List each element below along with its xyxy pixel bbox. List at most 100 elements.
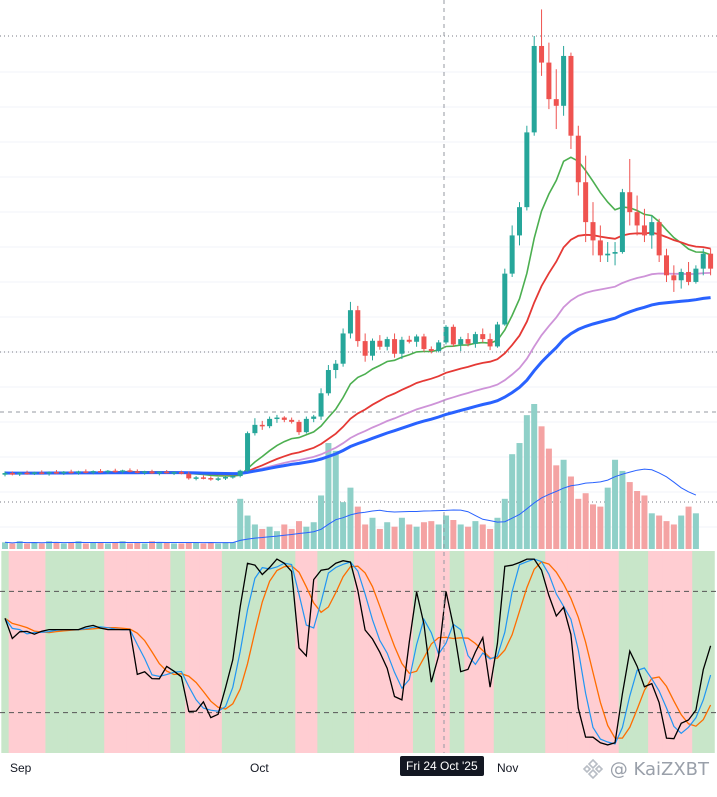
volume-bar [678,515,685,549]
candle-body [39,472,45,474]
candle-body [245,433,251,471]
volume-bar [53,542,60,549]
candle-body [200,477,206,479]
oscillator-bg-band [74,551,83,753]
candle-body [362,341,368,356]
oscillator-bg-band [60,551,68,753]
volume-bar [450,520,457,549]
candle-body [53,472,59,474]
oscillator-bg-band [368,551,377,753]
candle-body [98,471,104,473]
volume-bar [384,522,391,549]
volume-bar [193,542,200,549]
candle-body [289,419,295,422]
volume-bar [156,542,163,549]
oscillator-bg-band [265,551,274,753]
volume-bar [185,542,192,549]
oscillator-bg-band [479,551,487,753]
oscillator-bg-band [537,551,546,753]
volume-bar [46,541,53,549]
volume-bar [619,470,626,549]
candle-body [443,326,449,343]
volume-bar [553,465,560,549]
candle-body [134,471,140,473]
oscillator-bg-band [508,551,517,753]
volume-bar [171,543,178,549]
oscillator-bg-band [567,551,576,753]
candle-body [178,472,184,474]
candle-body [370,340,375,356]
volume-bar [288,528,295,549]
volume-bar [567,476,574,549]
candle-body [561,55,567,106]
volume-bar [332,450,339,549]
volume-bar [340,502,347,549]
oscillator-bg-band [596,551,605,753]
volume-bar [538,426,545,549]
candle-body [575,135,581,183]
volume-bar [97,542,104,549]
volume-bar [692,513,699,549]
volume-bar [435,524,442,549]
volume-bar [296,521,302,549]
oscillator-bg-band [545,551,554,753]
candle-body [428,349,434,352]
volume-bar [303,526,310,549]
oscillator-bg-band [457,551,465,753]
watermark: @ KaiZXBT [582,758,709,780]
volume-bar [648,513,655,549]
volume-bar [31,542,38,549]
volume-bar [229,542,236,549]
candle-body [634,212,640,226]
oscillator-bg-band [8,551,17,753]
candle-body [399,339,405,354]
oscillator-bg-band [420,551,429,753]
volume-bar [362,524,369,549]
volume-bar [354,506,361,549]
volume-bar [119,541,126,549]
watermark-text: @ KaiZXBT [609,758,709,780]
oscillator-bg-band [523,551,532,753]
candle-body [583,182,589,223]
candle-body [171,472,177,474]
oscillator-bg-band [346,551,355,753]
oscillator-orange-line [4,560,712,739]
candle-body [458,339,464,345]
oscillator-bg-band [589,551,598,753]
oscillator-bg-band [155,551,164,753]
volume-bar [590,504,596,549]
volume-bar [487,528,494,549]
volume-ma-line [4,468,697,544]
volume-bar [126,543,133,549]
oscillator-bg-band [185,551,193,753]
candle-body [193,477,199,479]
volume-bar [685,506,692,549]
oscillator-bg-band [251,551,260,753]
oscillator-bg-band [677,551,686,753]
candle-body [303,418,309,433]
candle-body [215,478,221,480]
candle-body [105,470,111,473]
volume-bar [531,404,538,549]
oscillator-bg-band [684,551,693,753]
oscillator-bg-band [339,551,348,753]
oscillator-bg-band [214,551,223,753]
candle-body [318,393,324,417]
volume-bar [398,517,405,549]
oscillator-bg-band [655,551,664,753]
oscillator-bg-band [449,551,458,753]
x-axis-label-oct: Oct [250,761,269,775]
volume-bar [281,524,288,549]
volume-bar [149,541,155,549]
oscillator-bg-band [354,551,362,753]
candle-body [112,470,118,473]
oscillator-bg-band [640,551,649,753]
volume-bar [251,524,258,549]
volume-bar [112,542,119,549]
oscillator-bg-band [140,551,149,753]
oscillator-bg-band [163,551,171,753]
oscillator-bg-band [177,551,186,753]
candle-body [700,253,706,269]
candle-body [597,240,603,256]
